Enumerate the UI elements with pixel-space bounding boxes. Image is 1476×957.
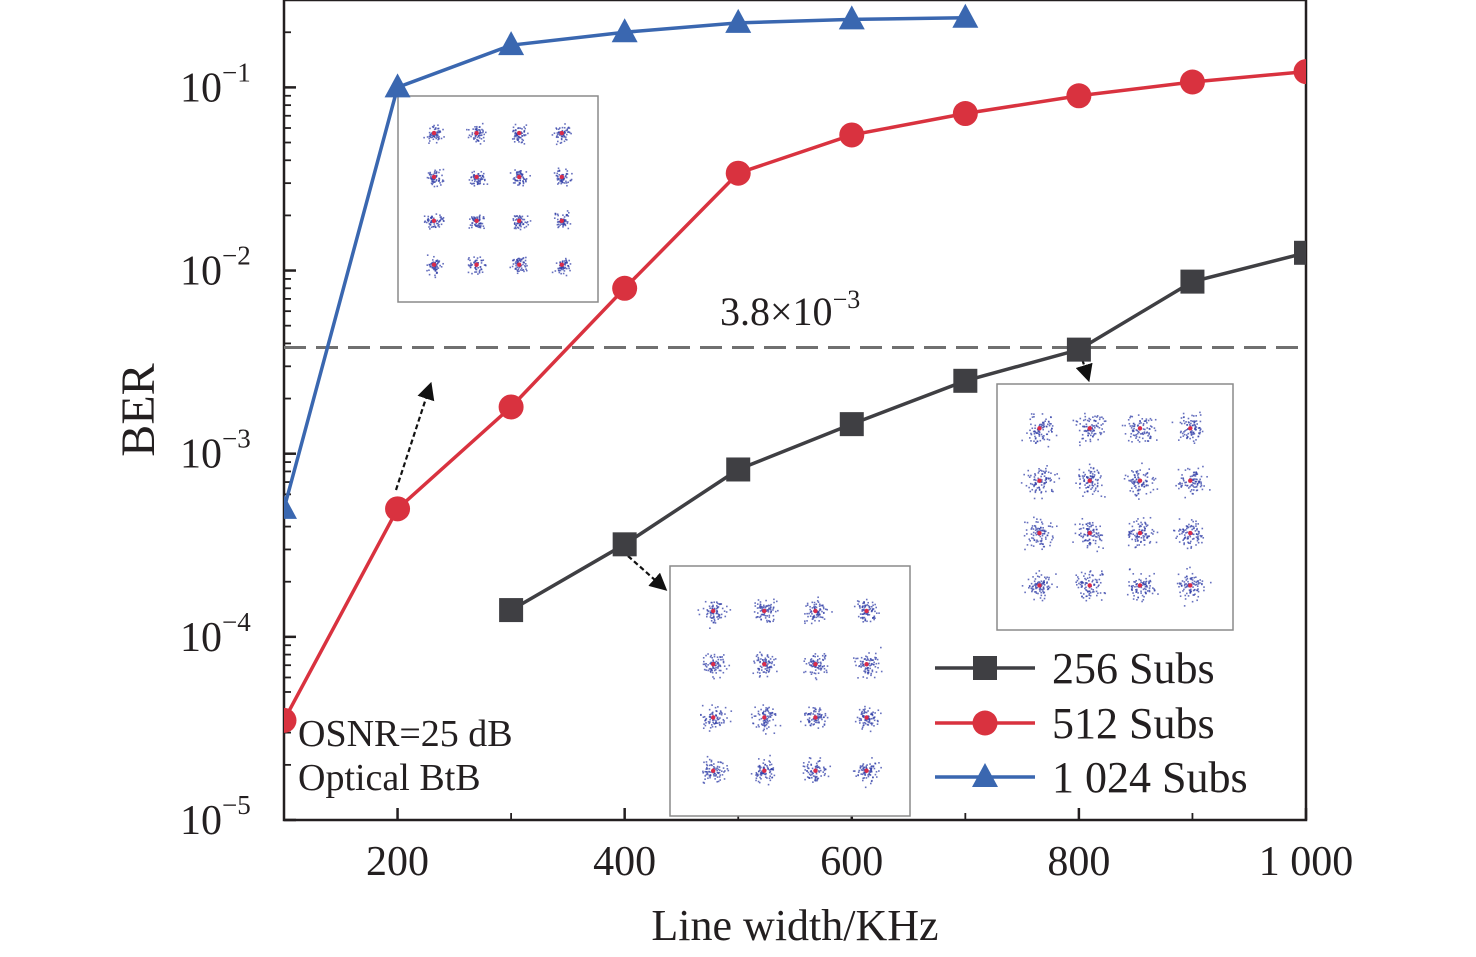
btb-annotation: Optical BtB <box>298 757 481 799</box>
legend-label: 1 024 Subs <box>1052 753 1248 802</box>
y-tick-label: 10−5 <box>180 790 251 844</box>
x-tick-label: 1 000 <box>1259 839 1354 885</box>
osnr-annotation: OSNR=25 dB <box>298 713 513 755</box>
pointer-arrow-512 <box>394 381 435 491</box>
plot-frame <box>282 0 1308 822</box>
series-line <box>510 251 1306 612</box>
legend-marker <box>972 763 998 787</box>
legend-marker <box>973 656 997 680</box>
x-axis-title: Line width/KHz <box>651 901 938 950</box>
threshold-label: 3.8×10−3 <box>720 285 860 334</box>
data-point <box>952 3 979 28</box>
y-tick-label: 10−3 <box>180 424 251 478</box>
legend-marker <box>972 710 998 736</box>
data-point <box>838 5 865 30</box>
y-axis-title: BER <box>112 363 165 456</box>
data-point <box>384 73 411 98</box>
y-axis-ticks: 10−5 10−4 10−3 10−2 10−1 <box>180 31 296 844</box>
data-point <box>284 494 297 519</box>
y-tick-label: 10−2 <box>180 241 251 295</box>
data-point <box>1293 59 1306 85</box>
x-tick-label: 800 <box>1047 839 1110 885</box>
data-point <box>284 707 297 733</box>
data-point <box>953 368 978 393</box>
y-tick-label: 10−1 <box>180 57 251 111</box>
pointer-arrow-256-400 <box>627 555 668 591</box>
constellation-inset-256-at-400 <box>669 565 911 817</box>
series-256-subs <box>499 240 1306 623</box>
data-point <box>726 457 751 482</box>
data-point <box>952 101 978 127</box>
x-axis-ticks: 200 400 600 800 1 000 <box>366 808 1353 885</box>
data-point <box>498 394 524 420</box>
x-tick-label: 200 <box>366 839 429 885</box>
data-point <box>1066 337 1091 362</box>
data-point <box>385 496 411 522</box>
legend: 256 Subs 512 Subs 1 024 Subs <box>935 644 1248 802</box>
series-512-subs <box>284 59 1306 733</box>
data-point <box>1294 240 1306 265</box>
data-point <box>725 8 752 33</box>
data-point <box>839 122 865 148</box>
x-tick-label: 400 <box>593 839 656 885</box>
data-point <box>1179 69 1205 95</box>
threshold-exponent: −3 <box>833 285 861 314</box>
constellation-inset-1024 <box>397 95 599 303</box>
legend-label: 512 Subs <box>1052 699 1215 748</box>
data-point <box>611 18 638 43</box>
series-layer <box>284 3 1306 733</box>
data-point <box>1180 269 1205 294</box>
data-point <box>498 31 525 56</box>
data-point <box>612 532 637 557</box>
series-line <box>284 69 1306 722</box>
y-tick-label: 10−4 <box>180 607 251 661</box>
data-point <box>1066 83 1092 109</box>
data-point <box>499 598 524 623</box>
legend-label: 256 Subs <box>1052 644 1215 693</box>
series-1-024-subs <box>284 3 979 519</box>
data-point <box>612 275 638 301</box>
constellation-inset-256-at-800 <box>996 383 1234 631</box>
data-point <box>839 412 864 437</box>
data-point <box>725 160 751 186</box>
x-tick-label: 600 <box>820 839 883 885</box>
